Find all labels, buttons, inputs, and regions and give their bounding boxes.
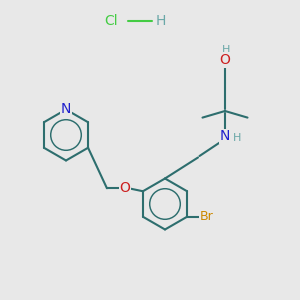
Text: O: O xyxy=(220,53,230,67)
Text: Cl: Cl xyxy=(104,14,118,28)
Text: N: N xyxy=(220,130,230,143)
Text: O: O xyxy=(119,181,130,195)
Text: H: H xyxy=(222,45,231,56)
Text: H: H xyxy=(155,14,166,28)
Text: N: N xyxy=(61,102,71,116)
Text: H: H xyxy=(233,133,241,143)
Text: Br: Br xyxy=(200,210,214,223)
